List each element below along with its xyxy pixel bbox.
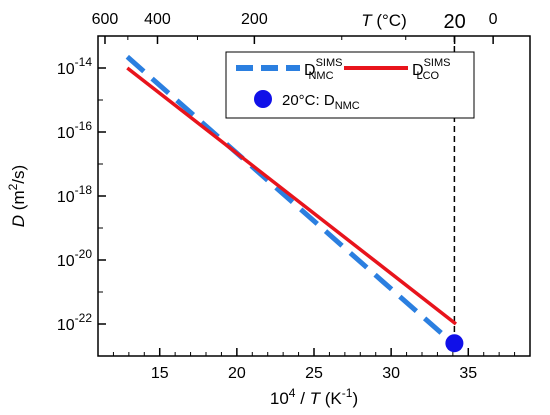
y-axis-label: D (m2/s) [6,165,28,227]
legend-box [225,51,475,119]
y-tick-label: 10-22 [57,311,92,334]
top-tick-label: 20 [443,11,465,33]
y-axis: 10-14 10-16 10-18 10-20 10-22 [57,35,106,357]
top-tick-label: 0 [489,11,498,28]
x-tick-label: 30 [382,365,400,382]
series-line-nmc [125,54,455,346]
top-tick-label: 200 [241,11,268,28]
x-tick-label: 25 [305,365,323,382]
y-tick-label: 10-16 [57,119,92,142]
top-axis-celsius: 600 400 200 20 0 [92,11,498,44]
series-line-lco [126,66,458,326]
data-point-20c [445,334,464,353]
top-tick-label: 600 [92,11,119,28]
y-tick-label: 10-14 [57,55,92,78]
legend: DSIMS NMC DSIMS LCO 20°C: DNMC [225,51,475,119]
y-tick-label: 10-20 [57,247,92,270]
legend-label-nmc: DSIMS NMC [304,57,342,82]
top-axis-label: T (°C) [361,11,407,30]
legend-label-20c: 20°C: DNMC [282,92,360,112]
top-tick-label: 400 [144,11,171,28]
x-axis: 15 20 25 30 35 [112,348,516,382]
x-tick-label: 15 [151,365,169,382]
legend-label-lco: DSIMS LCO [412,57,450,82]
x-tick-label: 35 [459,365,477,382]
x-tick-label: 20 [228,365,246,382]
x-axis-label: 104 / T (K-1) [270,386,358,408]
legend-marker-20c [254,90,272,108]
series-layer [125,54,464,353]
y-tick-label: 10-18 [57,183,92,206]
